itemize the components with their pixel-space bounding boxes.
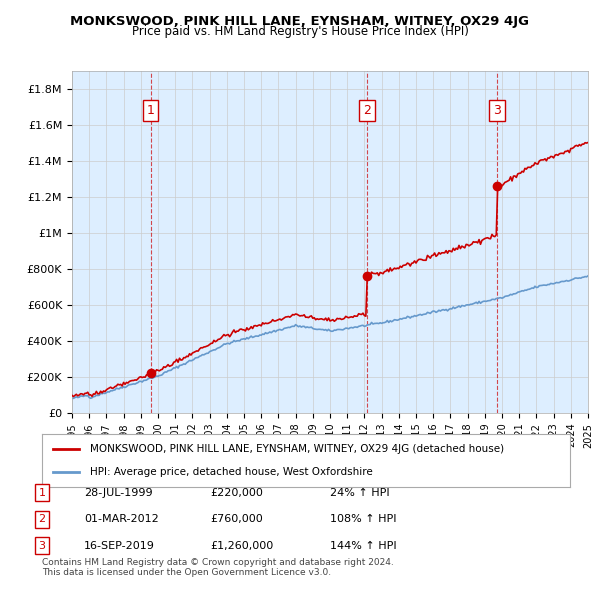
- Text: £1,260,000: £1,260,000: [210, 541, 273, 550]
- Text: 144% ↑ HPI: 144% ↑ HPI: [330, 541, 397, 550]
- Text: HPI: Average price, detached house, West Oxfordshire: HPI: Average price, detached house, West…: [89, 467, 372, 477]
- Text: Price paid vs. HM Land Registry's House Price Index (HPI): Price paid vs. HM Land Registry's House …: [131, 25, 469, 38]
- Text: MONKSWOOD, PINK HILL LANE, EYNSHAM, WITNEY, OX29 4JG: MONKSWOOD, PINK HILL LANE, EYNSHAM, WITN…: [71, 15, 530, 28]
- Text: 28-JUL-1999: 28-JUL-1999: [84, 488, 152, 497]
- Text: 01-MAR-2012: 01-MAR-2012: [84, 514, 159, 524]
- Text: 3: 3: [38, 541, 46, 550]
- Text: 3: 3: [493, 104, 501, 117]
- Text: 1: 1: [38, 488, 46, 497]
- Text: 2: 2: [363, 104, 371, 117]
- Text: 1: 1: [146, 104, 155, 117]
- Text: MONKSWOOD, PINK HILL LANE, EYNSHAM, WITNEY, OX29 4JG (detached house): MONKSWOOD, PINK HILL LANE, EYNSHAM, WITN…: [89, 444, 503, 454]
- Text: 24% ↑ HPI: 24% ↑ HPI: [330, 488, 389, 497]
- Text: 16-SEP-2019: 16-SEP-2019: [84, 541, 155, 550]
- Text: 108% ↑ HPI: 108% ↑ HPI: [330, 514, 397, 524]
- Text: 2: 2: [38, 514, 46, 524]
- Text: £220,000: £220,000: [210, 488, 263, 497]
- Text: £760,000: £760,000: [210, 514, 263, 524]
- Text: Contains HM Land Registry data © Crown copyright and database right 2024.
This d: Contains HM Land Registry data © Crown c…: [42, 558, 394, 577]
